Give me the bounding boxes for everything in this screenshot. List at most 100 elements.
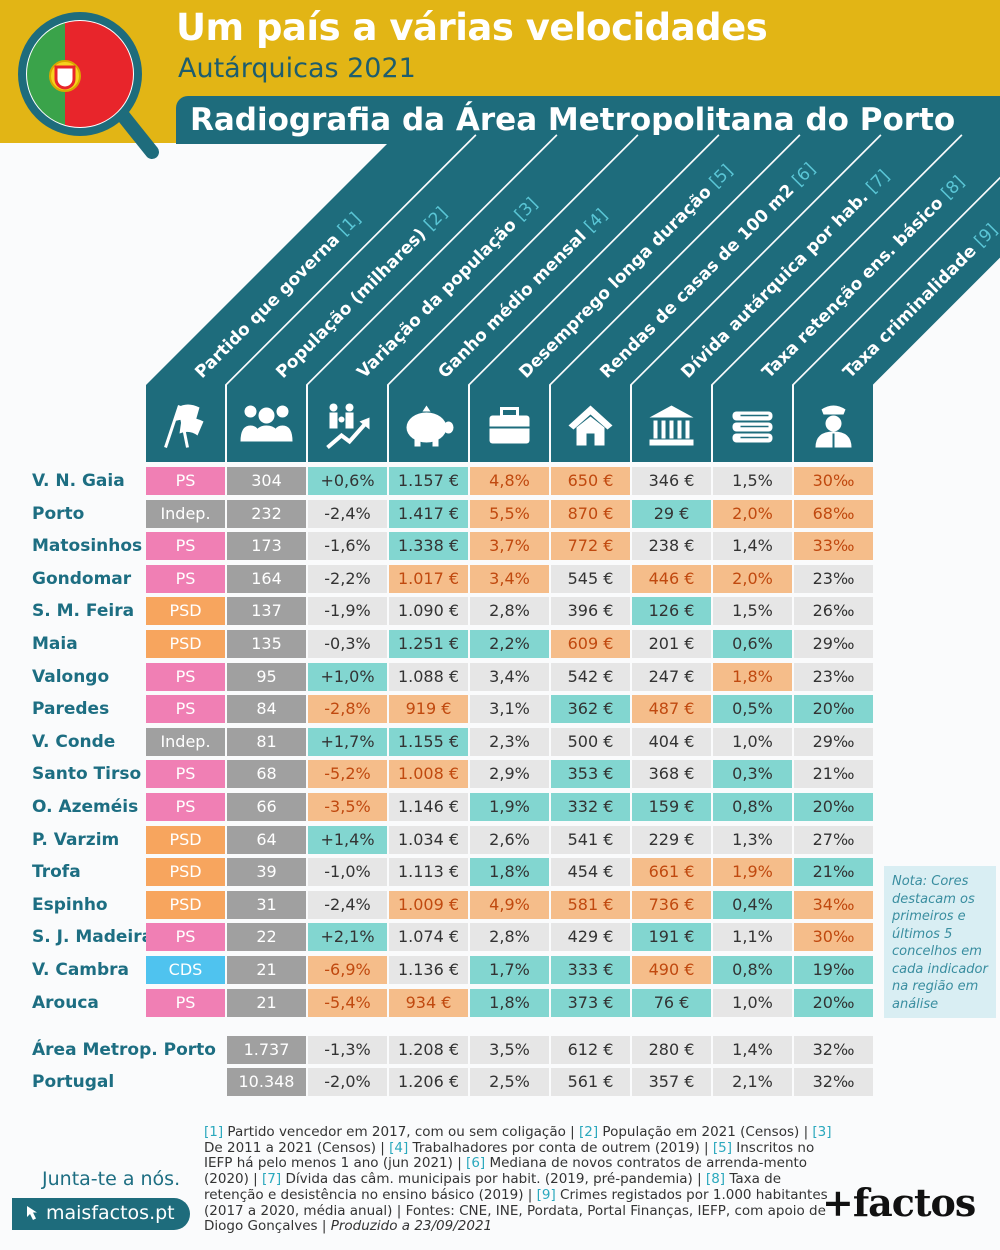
table-cell: +0,6% <box>308 467 387 495</box>
column-headers: Partido que governa [1]População (milhar… <box>146 134 1000 462</box>
footnote-ref: [3] <box>812 1124 832 1140</box>
row-label: V. Cambra <box>32 960 130 980</box>
table-cell: 21‰ <box>794 760 873 789</box>
table-cell: 304 <box>227 467 306 495</box>
table-cell: 1,1% <box>713 923 792 952</box>
footnote-text: De 2011 a 2021 (Censos) | <box>204 1139 390 1156</box>
table-cell: 1,8% <box>470 988 549 1017</box>
footnotes: [1] Partido vencedor em 2017, com ou sem… <box>204 1124 834 1235</box>
total-cell: 1.737 <box>227 1036 306 1064</box>
table-cell: 30‰ <box>794 467 873 495</box>
total-cell: 280 € <box>632 1036 711 1064</box>
footnote-text: Mediana de novos contratos de arrenda-me… <box>204 1155 808 1188</box>
total-cell: 2,1% <box>713 1068 792 1096</box>
join-text: Junta-te a nós. <box>42 1168 181 1190</box>
table-cell: 368 € <box>632 760 711 789</box>
table-cell: -5,2% <box>308 760 387 789</box>
footnote-ref: [5] <box>712 1139 732 1156</box>
footnote-ref: [8] <box>705 1171 726 1188</box>
table-cell: 404 € <box>632 727 711 756</box>
total-cell: -1,3% <box>308 1036 387 1064</box>
table-cell: 1.009 € <box>389 890 468 919</box>
table-cell: 2,8% <box>470 923 549 952</box>
table-cell: 1.074 € <box>389 923 468 952</box>
footnote-ref: [6] <box>466 1155 486 1172</box>
table-cell: -2,8% <box>308 695 387 724</box>
table-cell: 446 € <box>632 564 711 593</box>
table-cell: 0,6% <box>713 630 792 658</box>
table-cell: 2,2% <box>470 630 549 658</box>
party-badge: PS <box>146 532 225 561</box>
banner-bar: Radiografia da Área Metropolitana do Por… <box>176 96 1000 144</box>
table-cell: 23‰ <box>794 662 873 691</box>
table-cell: 0,3% <box>713 760 792 789</box>
party-badge: PSD <box>146 890 225 919</box>
mouse-pointer-icon <box>27 1206 37 1220</box>
police-icon <box>815 405 852 448</box>
table-cell: 0,8% <box>713 793 792 821</box>
table-cell: 542 € <box>551 662 630 691</box>
table-cell: 0,4% <box>713 890 792 919</box>
table-cell: 0,5% <box>713 695 792 724</box>
table-cell: 0,8% <box>713 956 792 984</box>
total-row-label: Área Metrop. Porto <box>32 1040 216 1060</box>
table-cell: 29‰ <box>794 727 873 756</box>
table-cell: 39 <box>227 858 306 887</box>
table-cell: 20‰ <box>794 793 873 821</box>
party-badge: PS <box>146 695 225 724</box>
table-cell: 1.155 € <box>389 727 468 756</box>
table-cell: 159 € <box>632 793 711 821</box>
table-cell: 232 <box>227 499 306 528</box>
table-cell: 30‰ <box>794 923 873 952</box>
total-cell: 32‰ <box>794 1036 873 1064</box>
row-label: Gondomar <box>32 568 132 589</box>
books-icon <box>732 411 773 443</box>
row-label: S. M. Feira <box>32 601 135 622</box>
table-cell: 20‰ <box>794 988 873 1017</box>
table-cell: 135 <box>227 630 306 658</box>
table-cell: 2,0% <box>713 564 792 593</box>
house-icon <box>568 405 613 446</box>
table-cell: 3,7% <box>470 532 549 561</box>
row-label: Valongo <box>32 666 110 687</box>
table-cell: 2,0% <box>713 499 792 528</box>
table-cell: 487 € <box>632 695 711 724</box>
party-badge: PS <box>146 793 225 821</box>
table-cell: 1,8% <box>713 662 792 691</box>
party-badge: Indep. <box>146 499 225 528</box>
table-cell: 1,7% <box>470 956 549 984</box>
party-badge: PS <box>146 662 225 691</box>
table-cell: 396 € <box>551 597 630 626</box>
row-label: S. J. Madeira <box>32 927 154 948</box>
produced-date: Produzido a 23/09/2021 <box>330 1218 493 1235</box>
party-badge: PS <box>146 564 225 593</box>
table-cell: 1,0% <box>713 988 792 1017</box>
table-cell: 429 € <box>551 923 630 952</box>
table-cell: 22 <box>227 923 306 952</box>
banner-title: Radiografia da Área Metropolitana do Por… <box>190 102 956 138</box>
table-cell: -5,4% <box>308 988 387 1017</box>
table-cell: 31 <box>227 890 306 919</box>
table-cell: 1.338 € <box>389 532 468 561</box>
table-cell: 1,0% <box>713 727 792 756</box>
table-cell: 1.008 € <box>389 760 468 789</box>
table-cell: 1.017 € <box>389 564 468 593</box>
table-cell: 1,9% <box>470 793 549 821</box>
table-cell: 1.146 € <box>389 793 468 821</box>
total-cell: 612 € <box>551 1036 630 1064</box>
site-link[interactable]: maisfactos.pt <box>12 1198 190 1230</box>
row-label: Paredes <box>32 699 110 720</box>
table-cell: 772 € <box>551 532 630 561</box>
table-cell: 26‰ <box>794 597 873 626</box>
footnote-text: Taxa de retenção e desistência no ensino… <box>204 1171 782 1203</box>
table-cell: 545 € <box>551 564 630 593</box>
total-cell: -2,0% <box>308 1068 387 1096</box>
table-cell: 34‰ <box>794 890 873 919</box>
total-cell: 357 € <box>632 1068 711 1096</box>
party-badge: PS <box>146 467 225 495</box>
party-badge: PSD <box>146 825 225 854</box>
table-cell: 21 <box>227 956 306 984</box>
total-cell: 561 € <box>551 1068 630 1096</box>
table-cell: 661 € <box>632 858 711 887</box>
table-cell: 490 € <box>632 956 711 984</box>
